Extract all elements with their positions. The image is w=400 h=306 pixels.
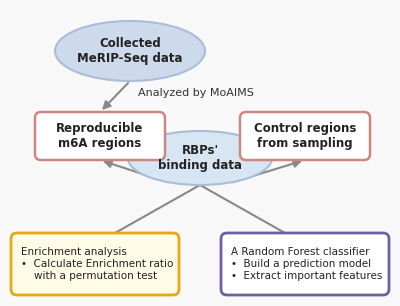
FancyBboxPatch shape [11,233,179,295]
FancyBboxPatch shape [35,112,165,160]
Text: Control regions
from sampling: Control regions from sampling [254,122,356,150]
Text: Enrichment analysis
•  Calculate Enrichment ratio
    with a permutation test: Enrichment analysis • Calculate Enrichme… [21,247,173,281]
Text: Reproducible
m6A regions: Reproducible m6A regions [56,122,144,150]
Text: RBPs'
binding data: RBPs' binding data [158,144,242,172]
Text: A Random Forest classifier
•  Build a prediction model
•  Extract important feat: A Random Forest classifier • Build a pre… [231,247,382,281]
Ellipse shape [55,21,205,81]
Ellipse shape [128,131,272,185]
Text: Analyzed by MoAIMS: Analyzed by MoAIMS [138,88,254,99]
FancyBboxPatch shape [221,233,389,295]
Text: Collected
MeRIP-Seq data: Collected MeRIP-Seq data [77,37,183,65]
FancyBboxPatch shape [240,112,370,160]
